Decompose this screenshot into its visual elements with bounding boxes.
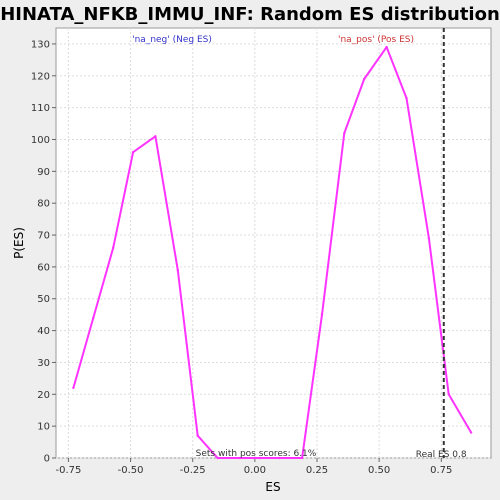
x-tick-label: -0.25: [180, 465, 206, 476]
x-tick-label: -0.75: [55, 465, 81, 476]
y-tick-label: 130: [31, 39, 50, 50]
plot-area: [55, 27, 492, 459]
x-tick-label: 0.25: [306, 465, 328, 476]
es-distribution-point: [469, 431, 473, 434]
es-distribution-line: [72, 46, 472, 459]
series-layer: [72, 45, 473, 460]
y-tick-label: 80: [37, 199, 50, 210]
axes: 0 10 20 30 40 50 60 70 80 90 100 110 120 130 -0.75 -0.5…: [31, 39, 453, 476]
es-distribution-point: [447, 393, 450, 396]
y-tick-label: 120: [31, 71, 50, 82]
es-distribution-point: [176, 268, 179, 272]
es-distribution-point: [343, 131, 346, 135]
y-tick-label: 20: [37, 390, 50, 401]
y-tick-label: 90: [37, 167, 50, 178]
pos-score-annotation: Sets with pos scores: 6.1%: [196, 449, 317, 459]
y-tick-label: 60: [37, 262, 50, 273]
reference-line-layer: Real ES 0.8: [416, 28, 467, 460]
x-axis-label: ES: [265, 480, 280, 494]
real-es-label: Real ES 0.8: [416, 450, 467, 460]
y-axis-label: P(ES): [12, 227, 26, 259]
y-tick-label: 40: [37, 326, 50, 337]
es-distribution-point: [320, 313, 324, 316]
es-distribution-point: [300, 456, 304, 460]
neg-annotation: 'na_neg' (Neg ES): [132, 35, 212, 45]
es-distribution-point: [196, 434, 199, 437]
y-tick-label: 50: [37, 294, 50, 305]
es-distribution-point: [154, 135, 157, 138]
pos-annotation: 'na_pos' (Pos ES): [338, 35, 414, 45]
y-tick-label: 0: [44, 454, 50, 465]
es-distribution-point: [216, 456, 219, 460]
y-tick-label: 110: [31, 103, 50, 114]
es-distribution-point: [427, 237, 431, 240]
es-distribution-point: [405, 96, 408, 100]
x-tick-label: 0.00: [244, 465, 266, 476]
chart-title: HINATA_NFKB_IMMU_INF: Random ES distribu…: [0, 4, 500, 25]
es-distribution-point: [385, 45, 388, 49]
es-distribution-point: [258, 456, 262, 460]
x-tick-label: 0.50: [368, 465, 390, 476]
es-distribution-point: [111, 246, 115, 249]
es-distribution-point: [131, 151, 135, 154]
es-distribution-point: [72, 386, 75, 390]
es-distribution-point: [278, 456, 281, 460]
y-tick-label: 30: [37, 358, 50, 369]
x-tick-label: 0.75: [430, 465, 452, 476]
es-distribution-point: [92, 316, 95, 320]
y-tick-label: 70: [37, 231, 50, 242]
es-distribution-point: [238, 456, 242, 460]
es-distribution-point: [363, 77, 366, 81]
x-tick-label: -0.50: [118, 465, 144, 476]
y-tick-label: 100: [31, 135, 50, 146]
y-tick-label: 10: [37, 422, 50, 433]
